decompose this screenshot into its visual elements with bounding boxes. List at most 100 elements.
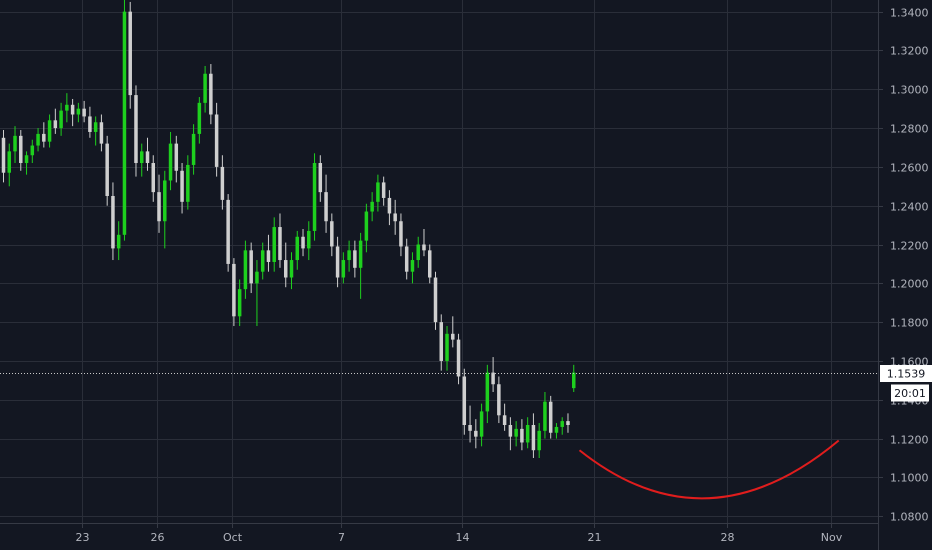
candle [168, 131, 173, 191]
candle-body [485, 372, 490, 412]
last-price-tag: 1.1539 20:01 [880, 365, 932, 402]
candle [462, 368, 467, 435]
candle-body [474, 430, 478, 437]
candle [376, 174, 380, 212]
candle-body [249, 250, 253, 284]
candle-body [116, 234, 121, 249]
x-tick-label: Oct [223, 531, 243, 544]
candle [1, 130, 6, 183]
candle [571, 364, 576, 393]
candle-body [525, 424, 530, 443]
candle-body [157, 192, 161, 222]
candle-body [560, 421, 564, 427]
candle-body [393, 213, 397, 222]
y-tick-label: 1.2800 [890, 123, 929, 136]
candle-body [186, 164, 190, 202]
candle [289, 252, 294, 290]
countdown-box [891, 384, 929, 402]
candle [485, 364, 490, 424]
candle-body [82, 108, 86, 117]
y-tick-label: 1.3000 [890, 84, 929, 97]
candle [59, 102, 63, 136]
candle-body [307, 230, 311, 249]
candle [47, 114, 52, 148]
candle-body [128, 11, 132, 96]
y-tick-label: 1.3400 [890, 7, 929, 20]
candle-body [174, 143, 179, 171]
candle [335, 236, 340, 288]
candle-body [479, 411, 484, 437]
candle-body [433, 277, 438, 323]
candle [214, 102, 219, 177]
candle-body [376, 182, 380, 202]
candle [93, 116, 98, 146]
candle [427, 244, 432, 284]
candle-body [399, 221, 403, 247]
candle [145, 137, 150, 171]
candle [163, 170, 167, 249]
candle [134, 85, 138, 177]
candle-body [456, 339, 461, 377]
candle-body [139, 151, 144, 164]
candle-body [439, 322, 444, 361]
candles-layer [1, 0, 576, 458]
candle [24, 151, 29, 175]
candle-body [7, 151, 12, 173]
candle [13, 126, 17, 164]
candle [531, 413, 536, 458]
y-tick-label: 1.1800 [890, 317, 929, 330]
y-tick-label: 1.3200 [890, 45, 929, 58]
candle [508, 417, 513, 451]
candle-body [99, 122, 104, 144]
candle-body [232, 263, 236, 317]
y-tick-label: 1.2600 [890, 162, 929, 175]
candle [139, 143, 144, 177]
candle-body [537, 430, 541, 451]
candle-body [289, 260, 294, 278]
candle [174, 135, 179, 183]
candle [116, 221, 121, 261]
candle [65, 93, 69, 123]
candle-body [111, 196, 115, 249]
candle [295, 230, 300, 270]
candle-body [134, 95, 138, 164]
candle [99, 114, 104, 152]
candle [399, 213, 403, 257]
candle [53, 108, 58, 134]
candle [272, 217, 276, 272]
candle-body [1, 137, 6, 173]
candle-body [197, 102, 202, 134]
candle [105, 135, 109, 206]
candle [19, 130, 23, 171]
candle [479, 403, 484, 447]
candle [514, 421, 518, 447]
candle [42, 122, 46, 148]
candle-body [19, 135, 23, 164]
candle-body [260, 250, 265, 272]
candle [157, 174, 161, 233]
candle-body [445, 333, 449, 361]
candle-body [203, 73, 207, 103]
candle [445, 326, 449, 371]
candle-body [502, 415, 507, 425]
candle [220, 155, 225, 210]
candle [548, 395, 553, 439]
candle [491, 357, 495, 393]
candle [318, 155, 323, 202]
y-tick-label: 1.2400 [890, 201, 929, 214]
candle-body [531, 424, 536, 451]
candle-body [214, 114, 219, 167]
candle-body [53, 120, 58, 129]
candle [312, 153, 317, 241]
candle [260, 242, 265, 280]
candle-body [272, 227, 276, 262]
x-tick-label: 21 [588, 531, 602, 544]
x-tick-label: 28 [721, 531, 735, 544]
candle [543, 392, 547, 439]
candle [451, 316, 455, 348]
candle [122, 0, 127, 241]
candle [278, 213, 282, 268]
candle [364, 203, 369, 253]
